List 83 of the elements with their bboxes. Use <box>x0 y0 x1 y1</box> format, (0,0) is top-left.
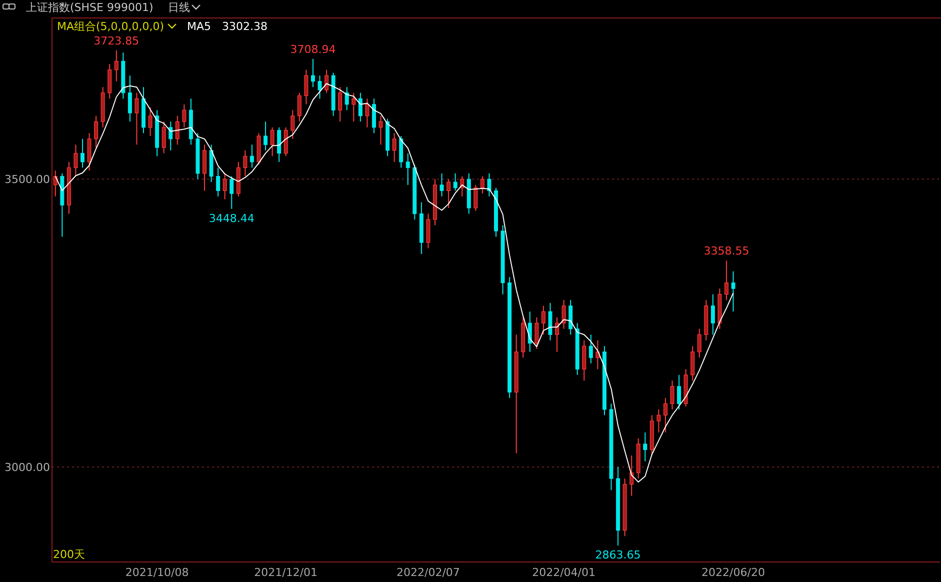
candlestick <box>182 104 186 128</box>
candlestick <box>582 340 586 382</box>
candlestick <box>284 126 288 157</box>
x-tick-label: 2021/10/08 <box>125 566 189 579</box>
candlestick <box>168 121 173 151</box>
candlestick <box>277 126 282 162</box>
candlestick <box>344 86 349 111</box>
y-tick-label: 3500.00 <box>4 173 50 186</box>
y-tick-label: 3000.00 <box>4 460 50 474</box>
annotation: 3448.44 <box>208 212 254 225</box>
candlestick <box>108 64 112 100</box>
candlestick <box>162 121 166 154</box>
candlestick <box>318 75 322 100</box>
annotation: 3302.38 <box>222 20 268 33</box>
candlestick <box>94 115 98 148</box>
text: MA5 <box>187 20 212 33</box>
legend-title: MA组合(5,0,0,0,0,0) <box>57 20 164 33</box>
annotation: 200天 <box>53 548 85 561</box>
candlestick <box>474 184 478 212</box>
candlestick <box>297 92 302 122</box>
candlestick <box>677 374 682 410</box>
candlestick <box>310 58 315 88</box>
candlestick <box>148 106 152 137</box>
annotation: 3358.55 <box>704 244 750 258</box>
candlestick <box>216 167 220 197</box>
candlestick <box>534 316 539 350</box>
candlestick <box>440 172 444 197</box>
candlestick <box>724 260 728 301</box>
candlestick <box>134 92 139 146</box>
x-tick-label: 2021/12/01 <box>254 566 318 579</box>
candlestick <box>365 98 370 128</box>
candlestick <box>80 138 84 168</box>
chart-subtitle: 日线 <box>168 1 190 14</box>
candlestick <box>378 115 383 146</box>
candlestick <box>710 294 715 336</box>
candlestick <box>453 172 458 192</box>
candlestick <box>656 408 661 433</box>
candlestick <box>541 305 546 336</box>
candlestick <box>480 176 484 194</box>
candlestick <box>264 121 268 151</box>
candlestick <box>372 98 376 134</box>
candlestick <box>128 75 132 122</box>
candlestick <box>690 346 695 382</box>
candlestick <box>487 172 492 197</box>
annotation: 2863.65 <box>595 548 641 562</box>
candlestick <box>555 316 559 352</box>
x-tick-label: 2022/02/07 <box>396 566 460 579</box>
candlestick <box>643 432 648 462</box>
candlestick <box>290 110 295 140</box>
candlestick <box>304 69 308 105</box>
candlestick <box>358 92 362 122</box>
candlestick <box>222 172 227 200</box>
candlestick <box>114 50 118 82</box>
candlestick <box>87 132 92 172</box>
candlestick <box>406 152 410 186</box>
candlestick <box>446 178 451 208</box>
annotation: 3708.94 <box>290 42 336 56</box>
candlestick <box>74 144 78 177</box>
chart-title: 上证指数(SHSE 999001) <box>26 1 154 14</box>
candlestick <box>270 126 274 157</box>
candlestick <box>670 380 674 410</box>
candlestick <box>568 300 573 336</box>
candlestick <box>663 397 668 433</box>
x-tick-label: 2022/04/01 <box>532 566 596 579</box>
annotation: 3723.85 <box>94 34 140 48</box>
x-tick-label: 2022/06/20 <box>702 566 765 579</box>
candlestick <box>731 270 736 312</box>
candlestick <box>324 69 329 94</box>
candlestick <box>697 328 702 358</box>
candlestick <box>548 302 552 341</box>
candlestick <box>426 213 430 249</box>
candlestick <box>392 132 396 162</box>
candlestick <box>562 300 566 330</box>
candlestick <box>250 144 254 168</box>
candlestick <box>352 92 356 122</box>
candlestick <box>243 150 248 177</box>
candlestick <box>399 136 404 168</box>
candlestick <box>230 176 234 210</box>
candlestick <box>338 86 342 122</box>
candlestick <box>175 115 180 146</box>
candlestick <box>53 170 58 197</box>
candlestick <box>202 144 207 192</box>
candlestick <box>588 334 593 364</box>
